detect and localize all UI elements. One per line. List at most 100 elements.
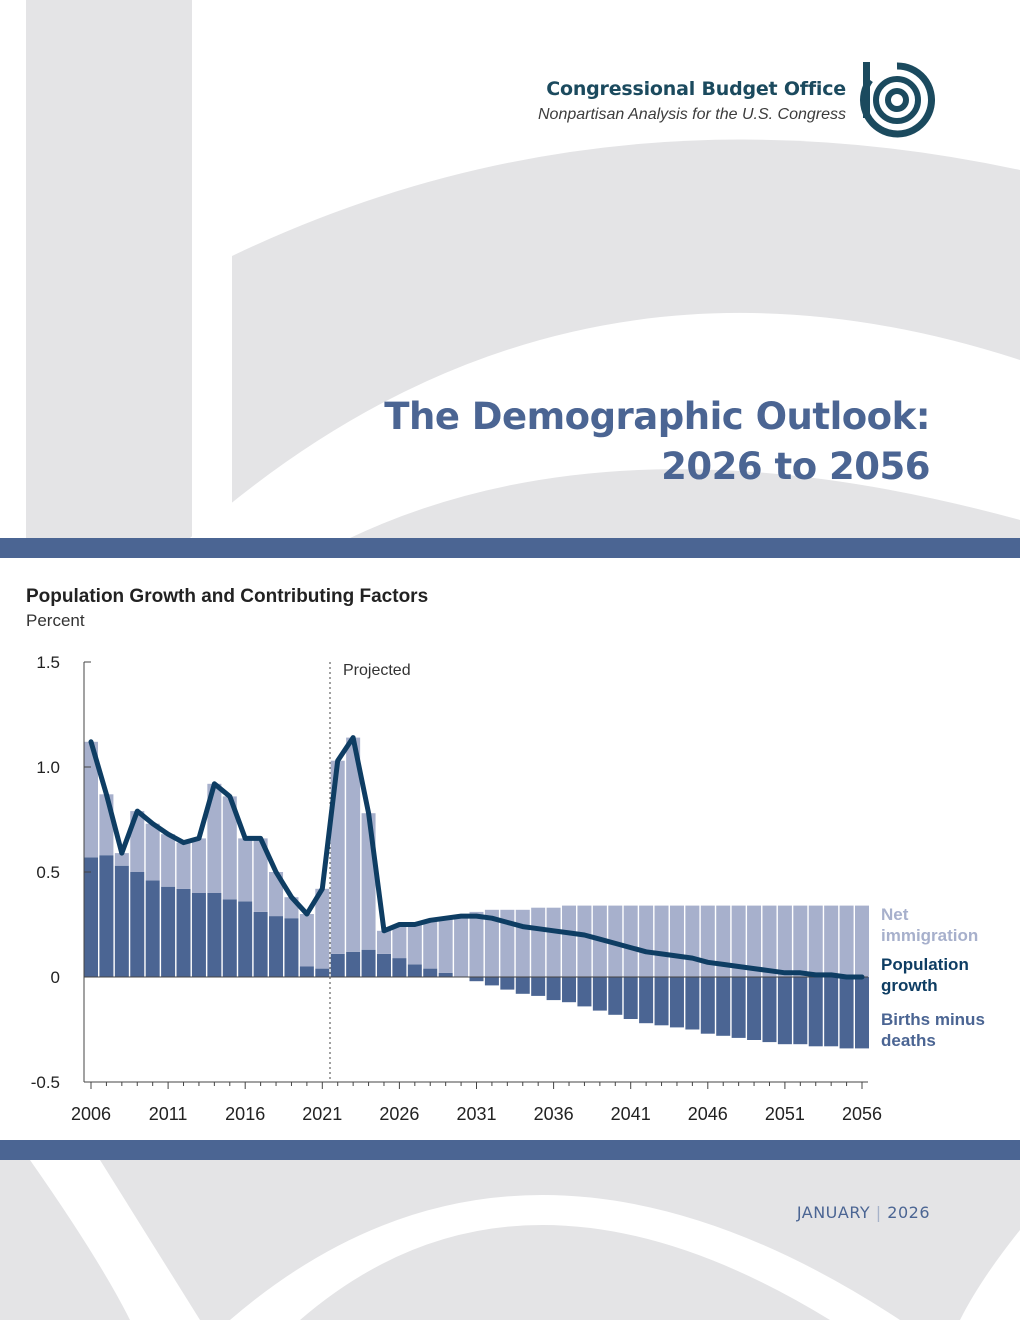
report-title-line1: The Demographic Outlook: xyxy=(384,395,930,438)
bar-births-minus-deaths xyxy=(762,977,777,1043)
brand-tagline: Nonpartisan Analysis for the U.S. Congre… xyxy=(538,106,846,123)
bar-net-immigration xyxy=(824,905,839,977)
bar-births-minus-deaths xyxy=(284,918,299,977)
bottom-divider-band xyxy=(0,1140,1020,1160)
bar-net-immigration xyxy=(546,907,561,977)
bar-births-minus-deaths xyxy=(685,977,700,1030)
bar-births-minus-deaths xyxy=(855,977,869,1049)
bar-births-minus-deaths xyxy=(577,977,592,1007)
bar-births-minus-deaths xyxy=(824,977,839,1047)
bar-births-minus-deaths xyxy=(145,880,160,977)
bar-net-immigration xyxy=(731,905,746,977)
bar-births-minus-deaths xyxy=(361,949,376,977)
x-tick-label: 2016 xyxy=(225,1104,265,1124)
bar-net-immigration xyxy=(454,916,469,977)
x-tick-label: 2011 xyxy=(149,1104,188,1124)
bar-births-minus-deaths xyxy=(438,972,453,977)
bar-births-minus-deaths xyxy=(114,865,129,977)
bar-births-minus-deaths xyxy=(191,893,206,977)
bar-net-immigration xyxy=(238,838,253,902)
report-title-line2: 2026 to 2056 xyxy=(661,445,930,488)
bar-net-immigration xyxy=(777,905,792,977)
bar-births-minus-deaths xyxy=(669,977,684,1028)
bar-net-immigration xyxy=(654,905,669,977)
bar-births-minus-deaths xyxy=(238,901,253,977)
bar-net-immigration xyxy=(423,920,438,969)
x-tick-label: 2031 xyxy=(456,1104,496,1124)
bar-net-immigration xyxy=(315,888,330,969)
bar-births-minus-deaths xyxy=(222,899,237,977)
bar-net-immigration xyxy=(376,930,391,954)
bar-births-minus-deaths xyxy=(608,977,623,1015)
report-date: JANUARY | 2026 xyxy=(797,1203,930,1222)
x-tick-label: 2021 xyxy=(302,1104,342,1124)
bar-births-minus-deaths xyxy=(269,916,284,977)
bar-births-minus-deaths xyxy=(839,977,854,1049)
bar-net-immigration xyxy=(84,741,98,858)
bar-net-immigration xyxy=(531,907,546,977)
bar-births-minus-deaths xyxy=(176,888,191,977)
bar-net-immigration xyxy=(793,905,808,977)
bar-net-immigration xyxy=(716,905,731,977)
legend-net-immigration: Net immigration xyxy=(881,905,978,945)
bar-net-immigration xyxy=(207,783,222,893)
bar-births-minus-deaths xyxy=(130,872,145,977)
bar-net-immigration xyxy=(161,834,176,887)
y-tick-label: 1.5 xyxy=(36,653,60,672)
bar-births-minus-deaths xyxy=(747,977,762,1040)
x-tick-label: 2006 xyxy=(71,1104,111,1124)
bar-births-minus-deaths xyxy=(531,977,546,996)
x-tick-label: 2051 xyxy=(765,1104,805,1124)
bar-births-minus-deaths xyxy=(716,977,731,1036)
bar-net-immigration xyxy=(685,905,700,977)
report-date-month: JANUARY xyxy=(796,1203,871,1222)
bar-net-immigration xyxy=(484,909,499,977)
x-tick-label: 2056 xyxy=(842,1104,882,1124)
bar-net-immigration xyxy=(639,905,654,977)
chart-title: Population Growth and Contributing Facto… xyxy=(26,586,429,607)
bar-births-minus-deaths xyxy=(777,977,792,1045)
bar-net-immigration xyxy=(392,924,407,959)
bar-births-minus-deaths xyxy=(407,964,422,977)
bar-net-immigration xyxy=(176,842,191,889)
bar-births-minus-deaths xyxy=(808,977,823,1047)
legend-population-growth: Population growth xyxy=(881,955,969,995)
bar-net-immigration xyxy=(839,905,854,977)
bar-net-immigration xyxy=(145,823,160,881)
bar-births-minus-deaths xyxy=(161,886,176,977)
bar-net-immigration xyxy=(222,796,237,900)
bar-net-immigration xyxy=(114,853,129,866)
bar-net-immigration xyxy=(762,905,777,977)
bar-net-immigration xyxy=(407,924,422,965)
y-tick-label: 1.0 xyxy=(36,758,60,777)
bar-births-minus-deaths xyxy=(731,977,746,1038)
bar-net-immigration xyxy=(500,909,515,977)
bar-births-minus-deaths xyxy=(623,977,638,1019)
legend-births-minus-deaths: Births minus deaths xyxy=(881,1010,985,1050)
bar-net-immigration xyxy=(346,737,361,952)
bar-births-minus-deaths xyxy=(330,953,345,977)
bar-net-immigration xyxy=(577,905,592,977)
bar-net-immigration xyxy=(855,905,869,977)
bar-births-minus-deaths xyxy=(99,855,114,977)
population-growth-line xyxy=(88,735,865,980)
population-growth-chart: 1.5 1.0 0.5 0 -0.5 2006 2011 2016 2021 2026 2031 20… xyxy=(31,653,985,1124)
x-tick-label: 2036 xyxy=(534,1104,574,1124)
bar-births-minus-deaths xyxy=(484,977,499,986)
bar-net-immigration xyxy=(669,905,684,977)
bar-net-immigration xyxy=(562,905,577,977)
x-tick-label: 2046 xyxy=(688,1104,728,1124)
bar-net-immigration xyxy=(438,918,453,973)
bar-net-immigration xyxy=(747,905,762,977)
bar-births-minus-deaths xyxy=(376,953,391,977)
bar-net-immigration xyxy=(623,905,638,977)
x-tick-label: 2026 xyxy=(379,1104,419,1124)
x-tick-label: 2041 xyxy=(611,1104,651,1124)
top-divider-band xyxy=(0,538,1020,558)
bar-net-immigration xyxy=(269,872,284,917)
projected-label: Projected xyxy=(343,662,411,679)
report-title: The Demographic Outlook: 2026 to 2056 xyxy=(384,392,930,492)
bar-births-minus-deaths xyxy=(253,911,268,977)
bar-births-minus-deaths xyxy=(84,857,98,977)
bar-births-minus-deaths xyxy=(654,977,669,1026)
